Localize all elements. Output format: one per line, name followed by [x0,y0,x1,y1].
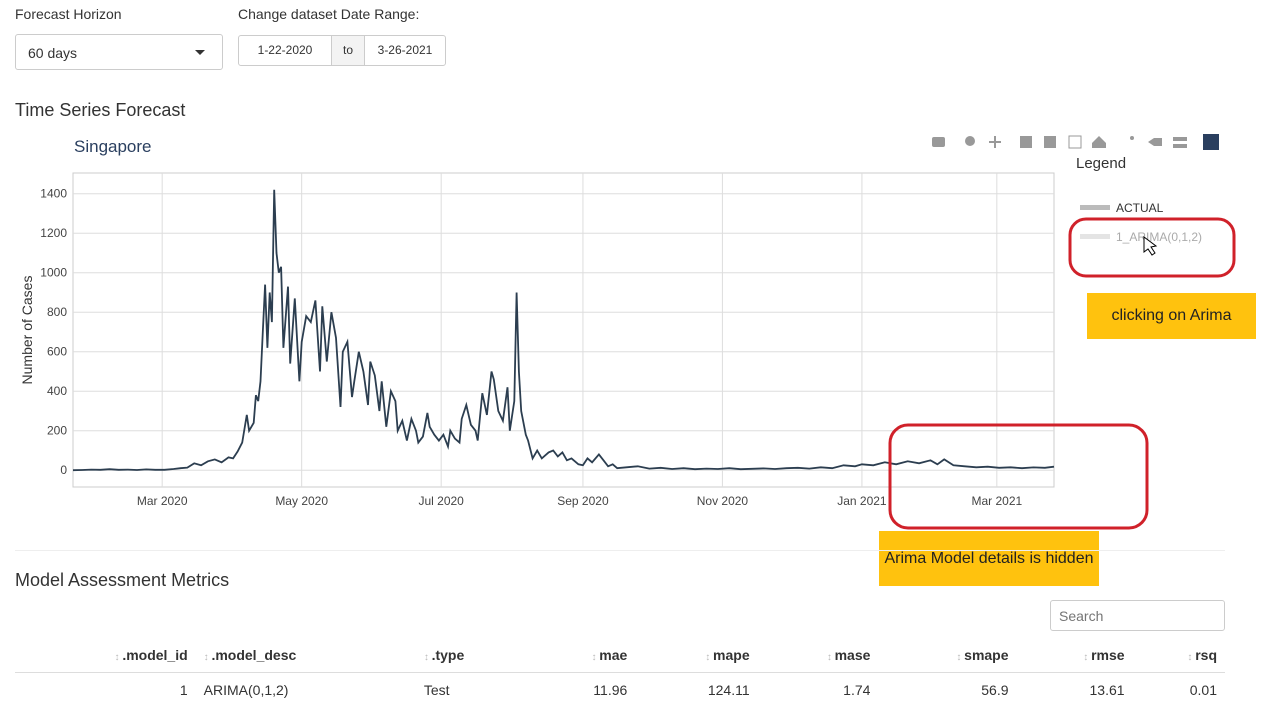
sort-icon[interactable]: ↕ [956,652,965,663]
y-tick-label: 800 [47,305,67,319]
column-header[interactable]: ↕ mape [635,638,758,673]
section-title: Model Assessment Metrics [15,570,230,590]
legend-entry: ACTUAL [1116,201,1164,215]
table-cell: 1 [179,682,188,698]
sort-icon[interactable]: ↕ [423,652,432,663]
y-axis-label: Number of Cases [19,276,35,385]
column-header[interactable]: ↕ .model_id [15,638,196,673]
y-tick-label: 0 [60,463,67,477]
sort-icon[interactable]: ↕ [826,652,835,663]
horizon-select[interactable]: 60 days [15,34,223,70]
chart: Singapore Number of Cases 0 200 400 600 800 100… [19,134,1236,530]
column-header[interactable]: ↕ .type [415,638,531,673]
y-tick-label: 1400 [40,187,67,201]
section-title: Time Series Forecast [15,100,186,120]
metrics-table: ↕ .model_id ↕ .model_desc ↕ .type ↕ mae ↕ ma… [15,638,1225,707]
x-tick-label: Sep 2020 [557,494,609,508]
data-line [72,189,1055,472]
sort-icon[interactable]: ↕ [1187,652,1196,663]
header-text: rmse [1091,647,1125,663]
range-sep: to [331,36,365,65]
dropdown-arrow [195,50,205,55]
date-range: 1-22-2020 to 3-26-2021 [238,35,446,66]
y-tick-label: 1000 [40,266,67,280]
header-text: .model_desc [211,647,297,663]
table-cell: 0.01 [1189,682,1217,698]
header-text: smape [964,647,1009,663]
y-tick-label: 1200 [40,226,67,240]
table-cell: 56.9 [981,682,1009,698]
annotation: Arima Model details is hidden [879,531,1099,586]
table-cell: ARIMA(0,1,2) [203,682,289,698]
column-header[interactable]: ↕ smape [878,638,1017,673]
x-tick-label: Mar 2021 [971,494,1022,508]
highlight-box [1068,217,1236,278]
search-input[interactable] [1050,600,1225,631]
x-tick-label: Jul 2020 [418,494,464,508]
y-tick-label: 400 [47,384,67,398]
column-header[interactable]: ↕ .model_desc [195,638,416,673]
x-tick-label: Jan 2021 [837,494,887,508]
legend-entry: 1_ARIMA(0,1,2) [1116,230,1202,244]
sort-icon[interactable]: ↕ [1083,652,1092,663]
header-text: mae [599,647,628,663]
horizon-label: Forecast Horizon [15,6,122,22]
sort-icon[interactable]: ↕ [705,652,714,663]
cursor [1143,236,1158,256]
toolbar[interactable] [932,134,1219,150]
header-text: mape [713,647,750,663]
column-header[interactable]: ↕ mase [757,638,879,673]
highlight-box [888,423,1149,530]
column-header[interactable]: ↕ rsq [1132,638,1225,673]
table-cell: 1.74 [843,682,871,698]
table-cell: 13.61 [1089,682,1125,698]
table-cell: 124.11 [707,682,750,698]
plot-area [72,172,1055,488]
y-tick-label: 200 [47,424,67,438]
sort-icon[interactable]: ↕ [591,652,600,663]
legend-title: Legend [1076,155,1126,172]
column-header[interactable]: ↕ mae [530,638,636,673]
start-date[interactable]: 1-22-2020 [257,43,313,57]
sort-icon[interactable]: ↕ [203,652,212,663]
horizon-value: 60 days [28,45,78,61]
x-tick-label: Nov 2020 [697,494,749,508]
legend-swatch [1080,234,1110,239]
sort-icon[interactable]: ↕ [114,652,123,663]
x-tick-label: Mar 2020 [137,494,188,508]
divider [15,550,1225,551]
header-row: ↕ .model_id ↕ .model_desc ↕ .type ↕ mae ↕ ma… [15,638,1225,673]
legend-swatch[interactable] [1080,205,1110,210]
table-row: 1 ARIMA(0,1,2) Test 11.96 124.11 1.74 56.9 13.6… [15,673,1225,708]
end-date[interactable]: 3-26-2021 [377,43,433,57]
table-body: 1 ARIMA(0,1,2) Test 11.96 124.11 1.74 56.9 13.6… [15,673,1225,708]
header-text: .type [431,647,465,663]
annotation: clicking on Arima [1087,293,1256,339]
table-cell: Test [423,682,450,698]
chart-title: Singapore [74,137,152,156]
y-tick-label: 600 [47,345,67,359]
header-text: rsq [1195,647,1217,663]
x-tick-label: May 2020 [275,494,328,508]
table-cell: 11.96 [593,682,628,698]
range-label: Change dataset Date Range: [238,6,420,22]
header-text: .model_id [122,647,188,663]
header-text: mase [834,647,871,663]
column-header[interactable]: ↕ rmse [1016,638,1133,673]
